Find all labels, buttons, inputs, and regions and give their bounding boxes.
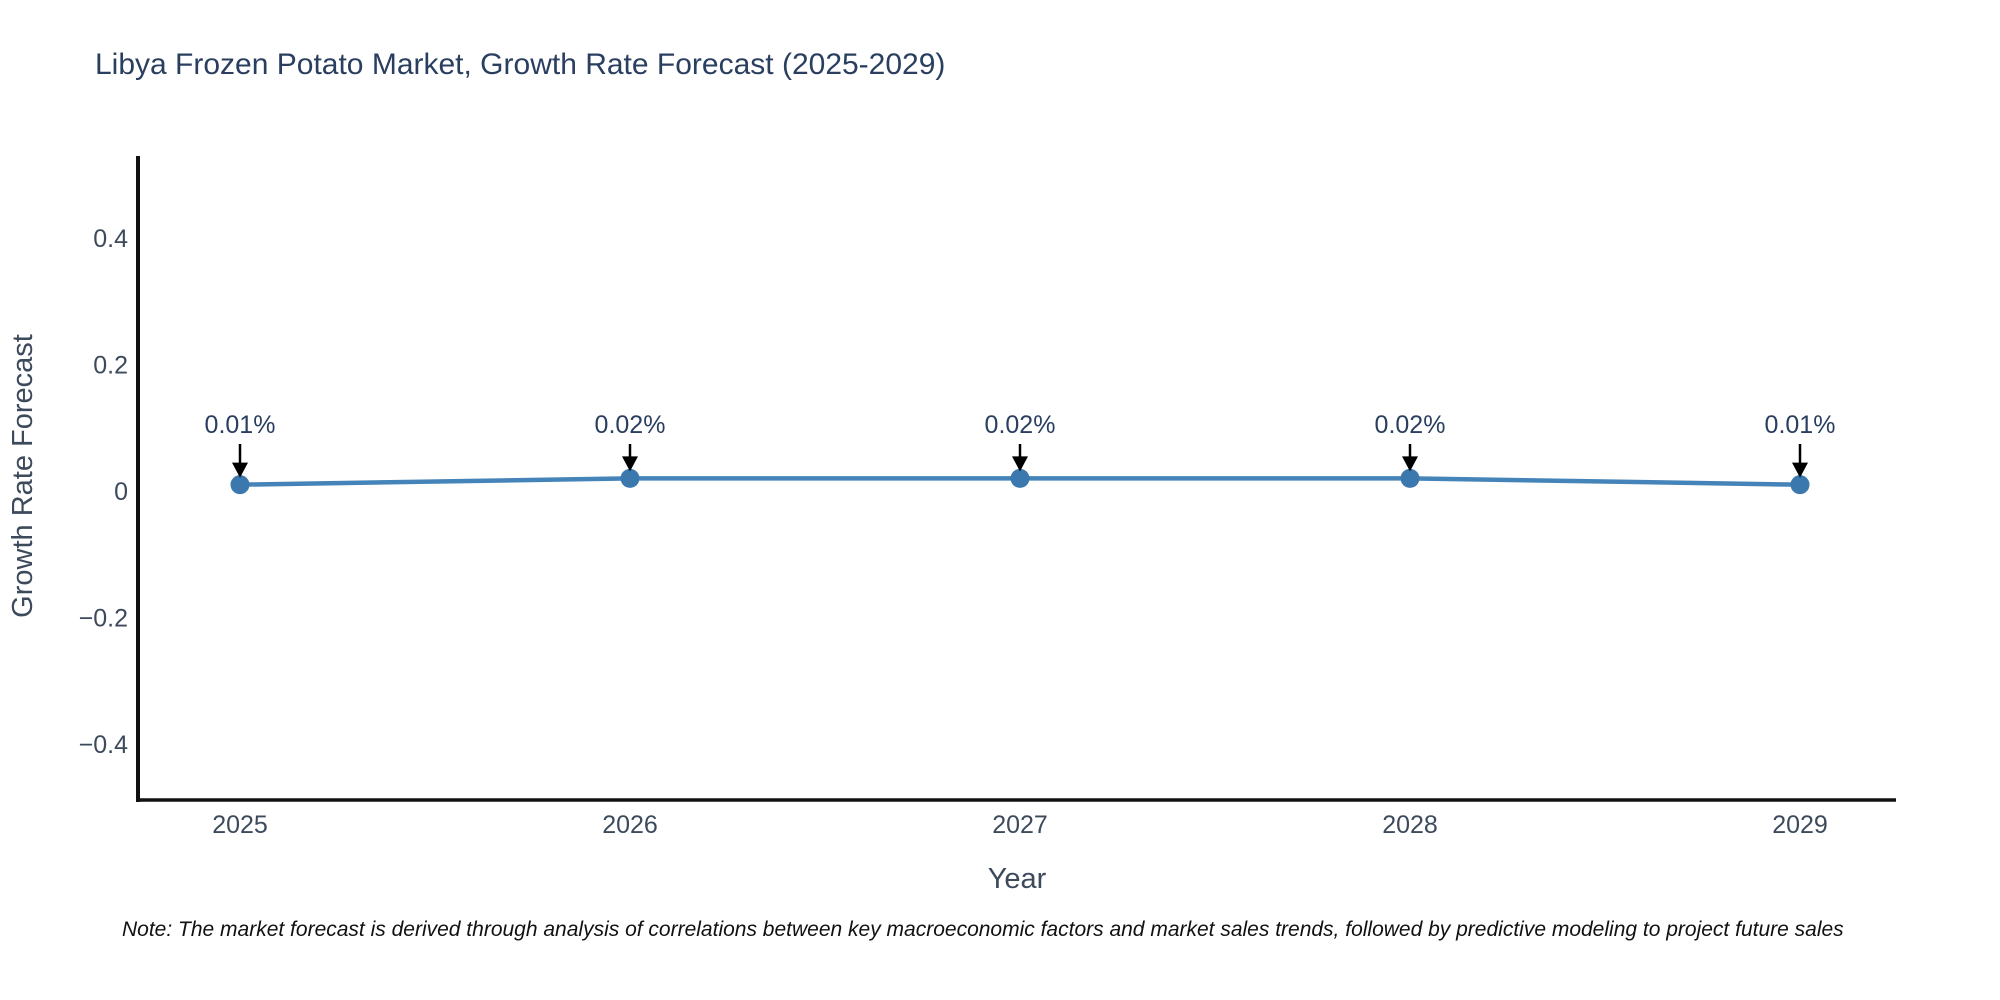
data-point-marker [1010,468,1030,488]
y-tick-label: −0.2 [79,604,128,632]
annotation-arrowhead [622,456,638,472]
annotation-arrowhead [1792,462,1808,478]
data-point-label: 0.01% [205,411,276,439]
data-point-marker [230,475,250,495]
chart-title: Libya Frozen Potato Market, Growth Rate … [95,48,946,81]
y-axis-title: Growth Rate Forecast [7,334,39,618]
x-tick-label: 2028 [1382,811,1438,839]
data-point-label: 0.01% [1765,411,1836,439]
x-tick-label: 2025 [212,811,268,839]
y-tick-label: 0 [114,478,128,506]
x-tick-label: 2027 [992,811,1048,839]
y-tick-label: 0.4 [93,225,128,253]
methodology-note: Note: The market forecast is derived thr… [122,918,1844,941]
data-point-marker [1400,468,1420,488]
x-tick-label: 2026 [602,811,658,839]
data-point-marker [620,468,640,488]
annotation-arrowhead [232,462,248,478]
y-tick-label: 0.2 [93,352,128,380]
x-tick-label: 2029 [1772,811,1828,839]
data-point-marker [1790,475,1810,495]
data-point-label: 0.02% [985,411,1056,439]
data-point-label: 0.02% [595,411,666,439]
annotation-arrowhead [1402,456,1418,472]
annotation-arrowhead [1012,456,1028,472]
data-point-label: 0.02% [1375,411,1446,439]
x-axis-title: Year [988,863,1047,895]
y-tick-label: −0.4 [79,731,128,759]
